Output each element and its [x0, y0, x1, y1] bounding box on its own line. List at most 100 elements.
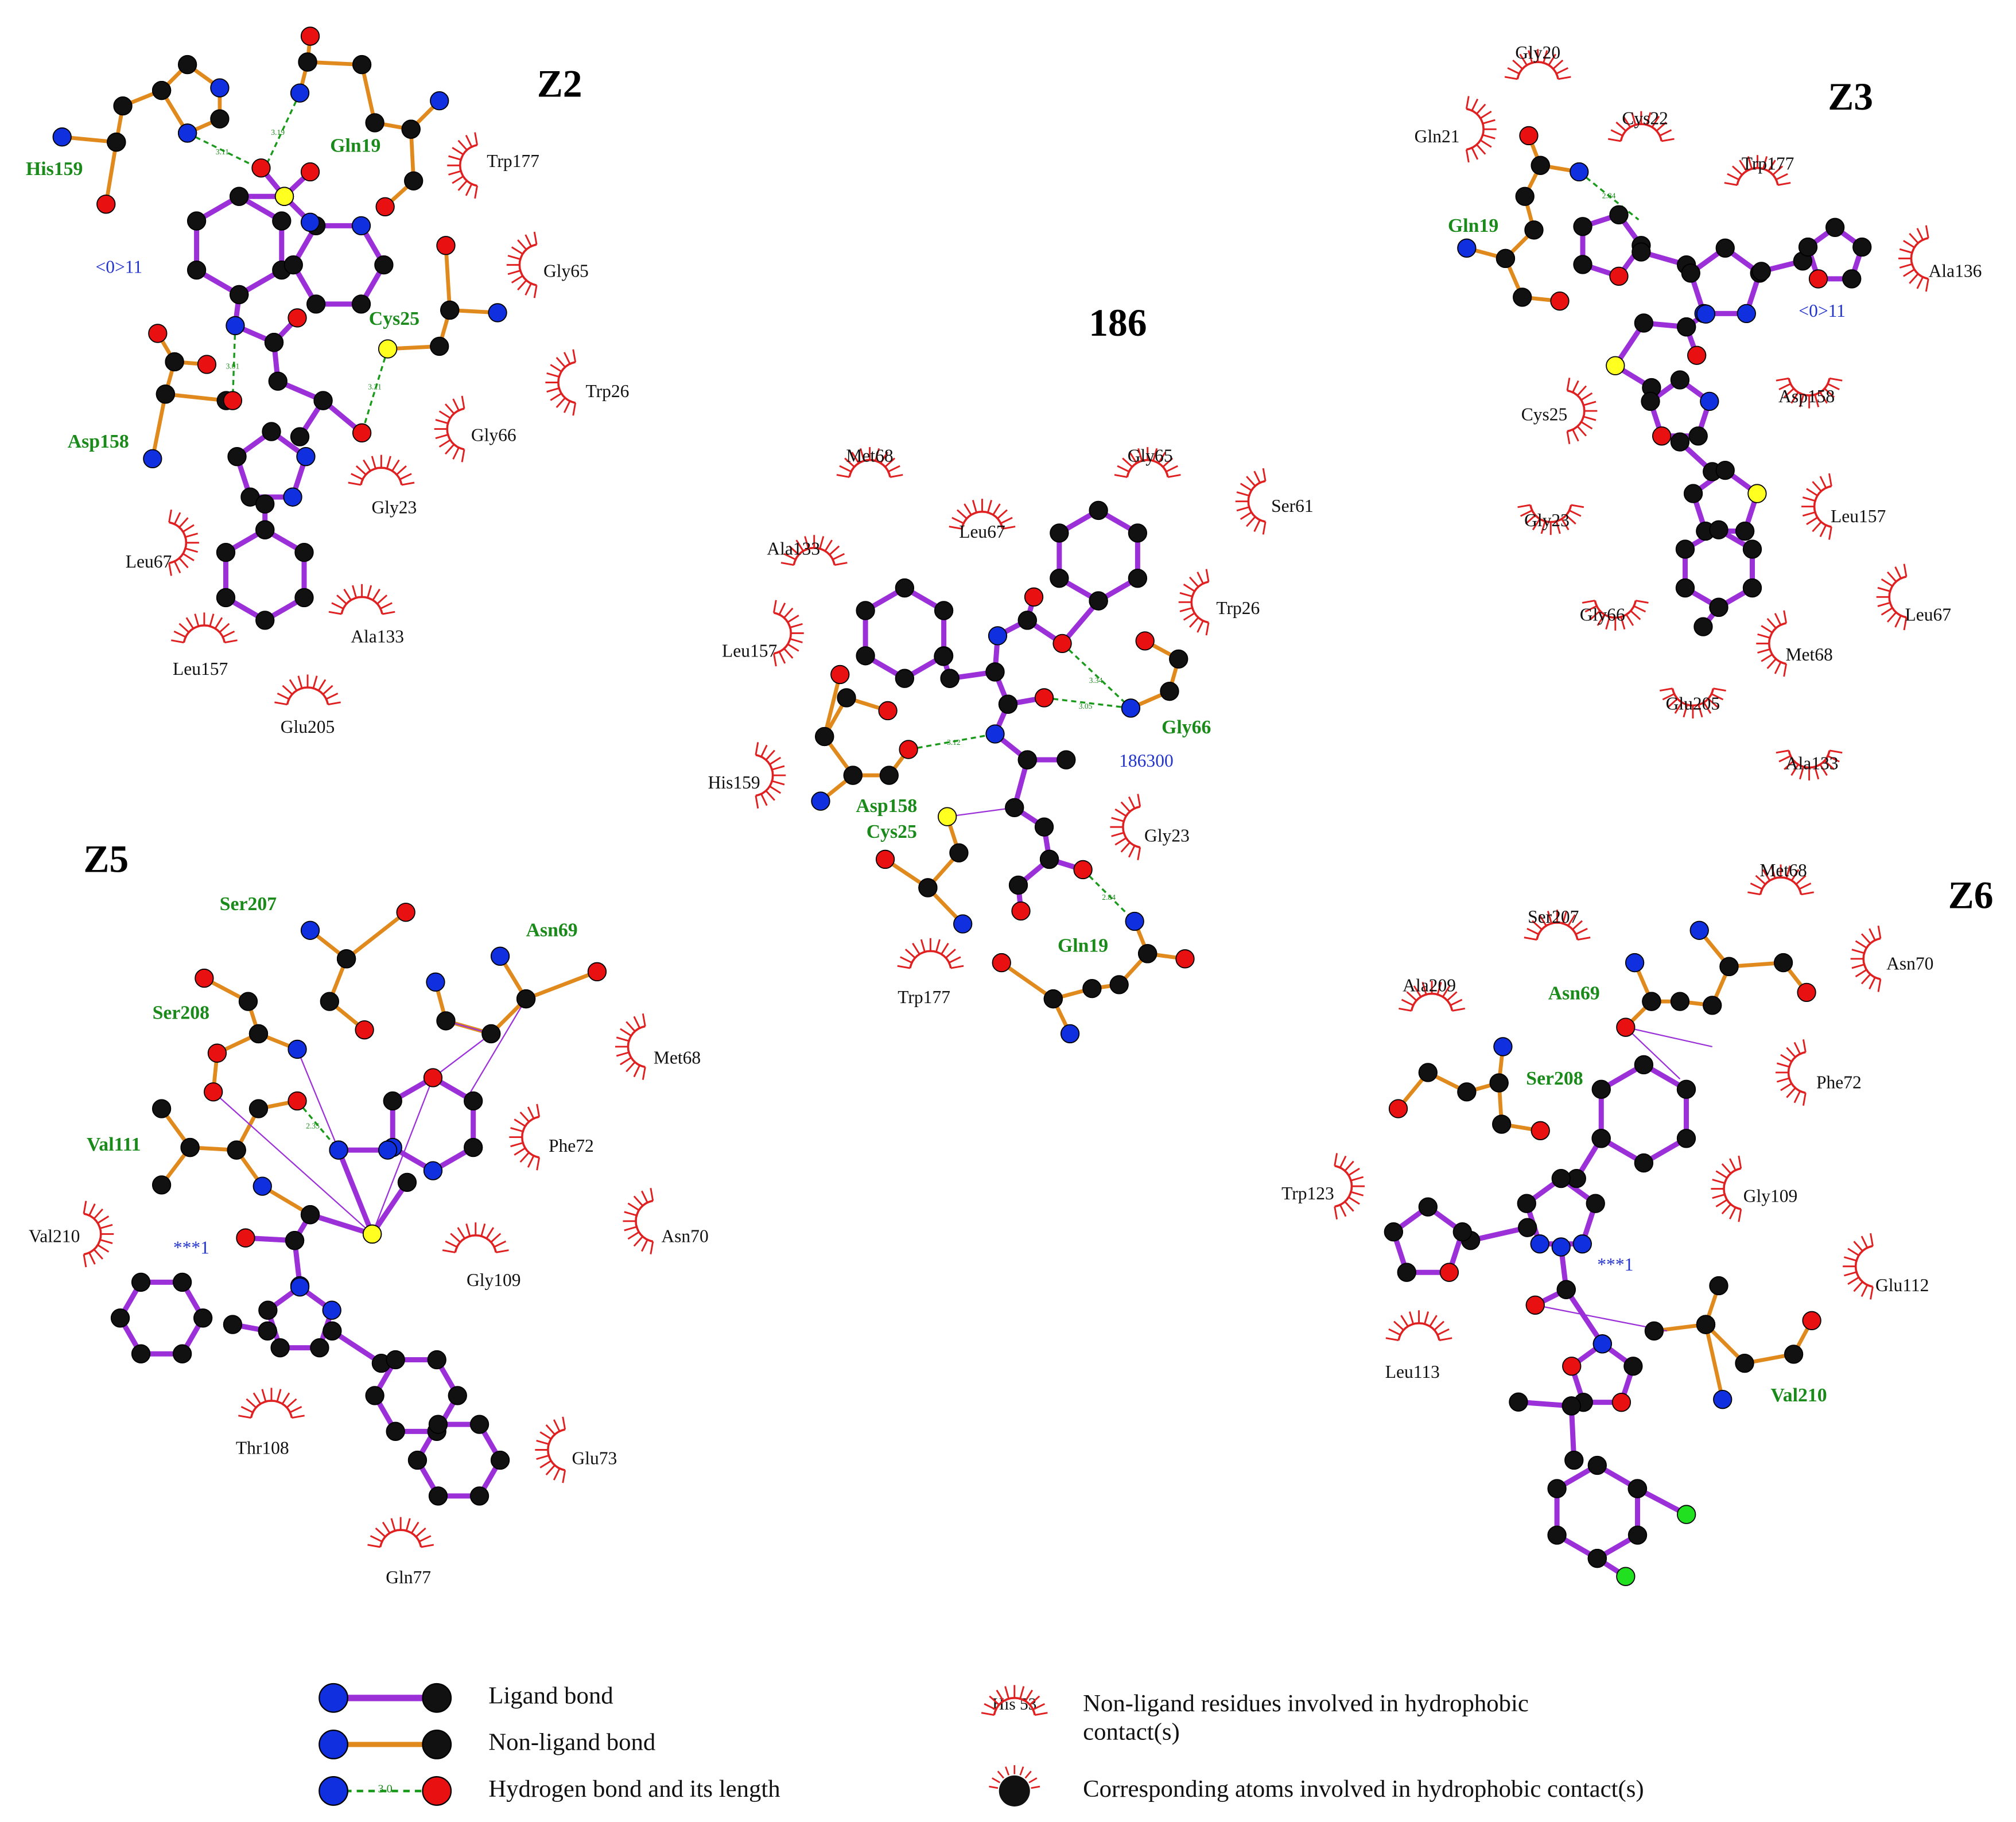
atom — [1719, 957, 1739, 976]
atom — [294, 542, 314, 562]
arc-spoke — [624, 1211, 637, 1217]
atom — [1616, 1567, 1636, 1586]
atom — [1034, 688, 1054, 708]
arc-spoke — [889, 474, 903, 478]
arc-spoke — [93, 1249, 103, 1260]
arc-spoke — [1385, 1337, 1399, 1342]
atom — [1693, 617, 1713, 636]
arc-spoke — [1348, 1167, 1360, 1176]
hydrophobic-arc — [1524, 910, 1591, 941]
arc-spoke — [494, 1240, 507, 1248]
arc-spoke — [1246, 516, 1256, 527]
arc-spoke — [1400, 1315, 1409, 1327]
atom — [1125, 911, 1144, 931]
arc-spoke — [99, 1238, 113, 1244]
hydrophobic-residue: Asn70 — [1886, 953, 1933, 973]
atom — [272, 211, 292, 231]
arc-spoke — [336, 595, 347, 605]
arc — [1787, 1051, 1806, 1094]
arc-spoke — [1479, 139, 1492, 148]
arc-spoke — [1507, 67, 1520, 75]
atom — [1573, 217, 1592, 236]
atom — [1715, 460, 1735, 480]
atom — [1696, 304, 1716, 324]
atom — [1128, 523, 1148, 543]
contact-line — [296, 1049, 340, 1151]
arc — [286, 686, 329, 705]
hydrophobic-residue: Asn70 — [661, 1226, 708, 1246]
atom — [177, 123, 197, 143]
legend-label: contact(s) — [1083, 1719, 1180, 1746]
arc-spoke — [289, 679, 298, 691]
atom — [448, 1386, 467, 1405]
hydrophobic-residue: Thr108 — [236, 1438, 289, 1458]
hbond-residue: Ser208 — [1526, 1068, 1583, 1089]
arc-spoke — [1711, 693, 1724, 701]
arc-spoke — [1776, 749, 1789, 754]
atom — [1713, 1390, 1733, 1409]
atom — [1496, 248, 1516, 269]
atom — [1135, 631, 1155, 651]
atom — [1606, 356, 1625, 375]
arc-spoke — [1525, 514, 1536, 525]
hydrophobic-arc — [447, 132, 478, 199]
arc-spoke — [1877, 586, 1891, 592]
arc-spoke — [1350, 1176, 1364, 1182]
arc-spoke — [1568, 510, 1582, 517]
arc-spoke — [507, 270, 521, 275]
hydrophobic-residue: Ala133 — [1785, 753, 1839, 773]
arc-spoke — [1471, 98, 1479, 111]
atom — [1676, 1129, 1696, 1148]
arc-spoke — [1659, 129, 1672, 137]
atom — [1632, 242, 1651, 262]
arc-spoke — [457, 180, 468, 191]
ligand-label: 186300 — [1119, 751, 1174, 771]
atom — [1388, 1099, 1408, 1118]
arc — [547, 1428, 566, 1471]
arc-spoke — [1806, 516, 1818, 525]
arc-spoke — [1348, 1196, 1360, 1205]
hydrophobic-residue: Glu205 — [1666, 694, 1720, 714]
arc-spoke — [795, 539, 804, 552]
hbond-residue: Asp158 — [856, 795, 917, 817]
labels: Z2 His159 Gln19 Cys25 Asp158 Trp177 Gly65 Trp26… — [26, 42, 1993, 1807]
arc-spoke — [415, 1527, 426, 1538]
atom — [1089, 591, 1108, 611]
arc — [454, 1234, 498, 1253]
arc-spoke — [1625, 614, 1634, 626]
atom — [255, 611, 275, 630]
arc-spoke — [83, 1201, 87, 1214]
atom — [1852, 237, 1872, 257]
arc-spoke — [996, 1689, 1004, 1702]
atoms — [52, 26, 1872, 1586]
arc-spoke — [328, 701, 341, 706]
arc-spoke — [1812, 521, 1822, 533]
arc-spoke — [1566, 431, 1571, 444]
hydrogen-bond — [187, 132, 259, 169]
atom — [1024, 587, 1044, 607]
hydrophobic-arc — [780, 535, 848, 566]
atom — [386, 1421, 405, 1441]
arc-spoke — [1555, 520, 1561, 534]
arc-spoke — [93, 1208, 103, 1219]
arc-spoke — [461, 395, 465, 409]
hydrophobic-residue: Gly65 — [1128, 445, 1173, 465]
arc-spoke — [1819, 764, 1828, 776]
arc-spoke — [1572, 429, 1579, 442]
hydrophobic-residue: Trp177 — [898, 987, 950, 1007]
atom — [992, 953, 1011, 973]
arc-spoke — [435, 434, 449, 440]
atom — [290, 427, 310, 446]
arc-spoke — [224, 639, 238, 644]
arc-spoke — [616, 1051, 630, 1057]
arc-spoke — [1437, 1328, 1450, 1336]
atom-lash — [1019, 1766, 1024, 1776]
atom — [436, 1011, 456, 1031]
arc-spoke — [1350, 1191, 1364, 1196]
ligand-label: <0>11 — [1799, 301, 1846, 321]
atom — [187, 260, 207, 280]
atom — [216, 588, 236, 608]
arc-spoke — [510, 1142, 523, 1148]
arc-spoke — [185, 617, 195, 630]
hydrophobic-arc — [1876, 564, 1908, 631]
